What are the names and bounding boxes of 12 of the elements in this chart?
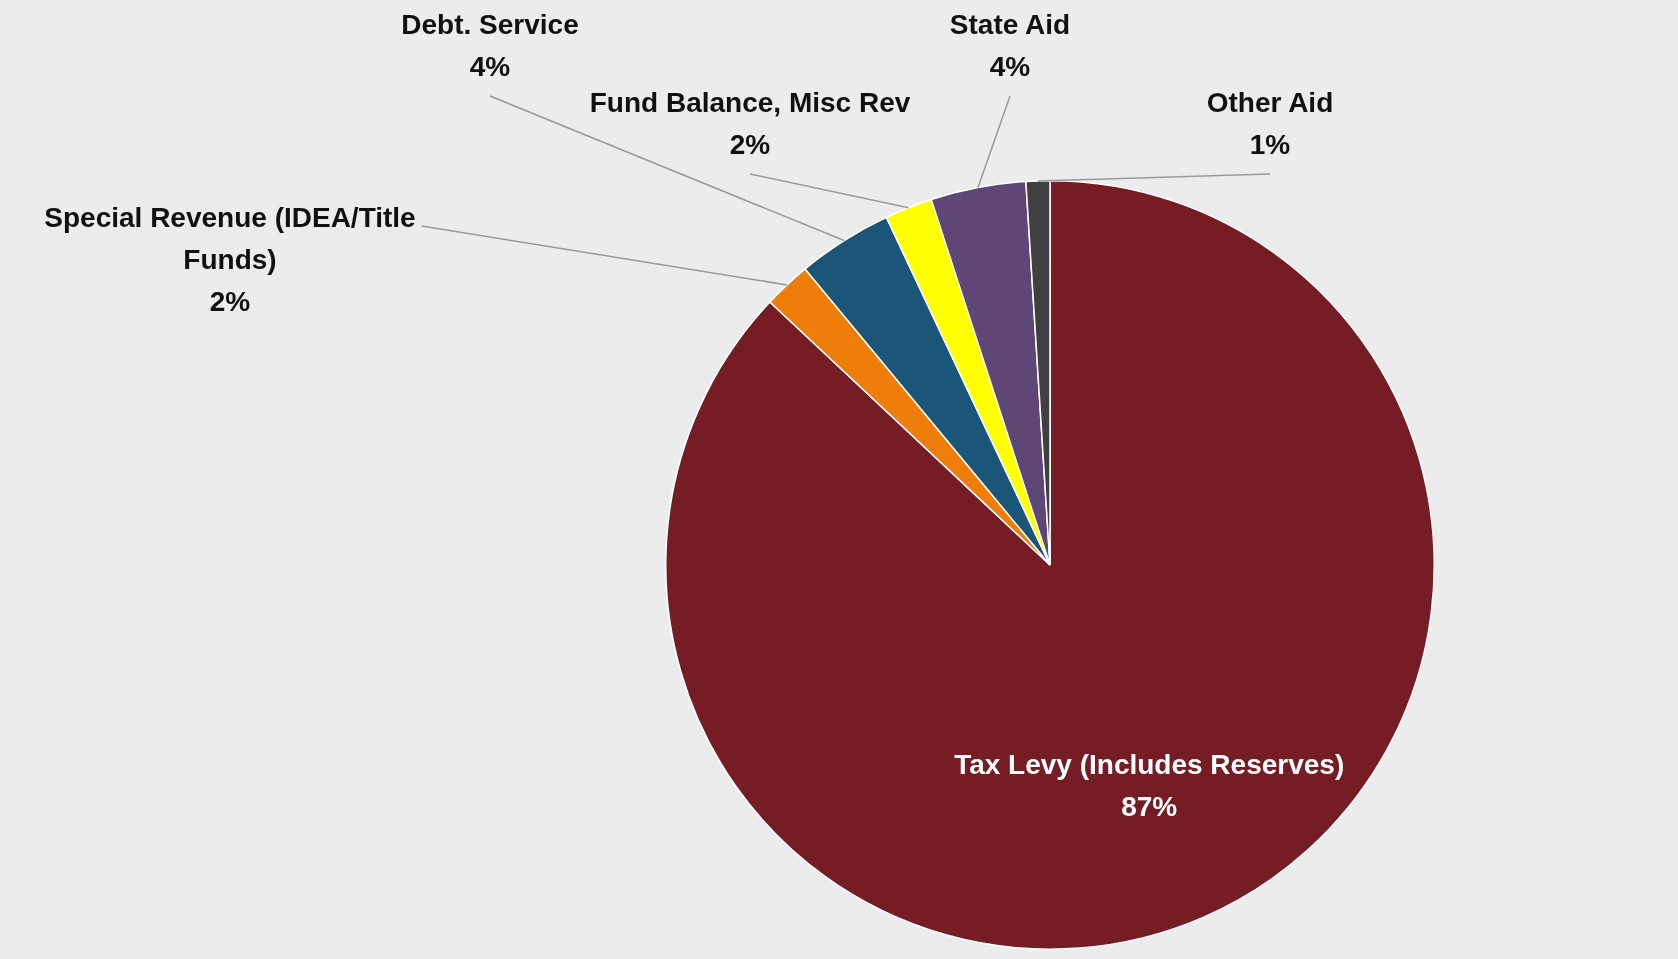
data-label: 2% (729, 128, 771, 160)
slice-label: State Aid (949, 8, 1071, 40)
data-label: 4% (989, 50, 1031, 82)
slice-label: Tax Levy (Includes Reserves) (954, 748, 1345, 780)
data-label: 2% (209, 285, 251, 317)
slice-label: Special Revenue (IDEA/Title Funds) (44, 201, 416, 275)
data-label: 87% (1121, 790, 1178, 822)
slice-label: Debt. Service (401, 8, 579, 40)
data-label: 4% (469, 50, 511, 82)
data-label: 1% (1249, 128, 1291, 160)
slice-label: Other Aid (1206, 86, 1334, 118)
slice-label: Fund Balance, Misc Rev (589, 86, 911, 118)
